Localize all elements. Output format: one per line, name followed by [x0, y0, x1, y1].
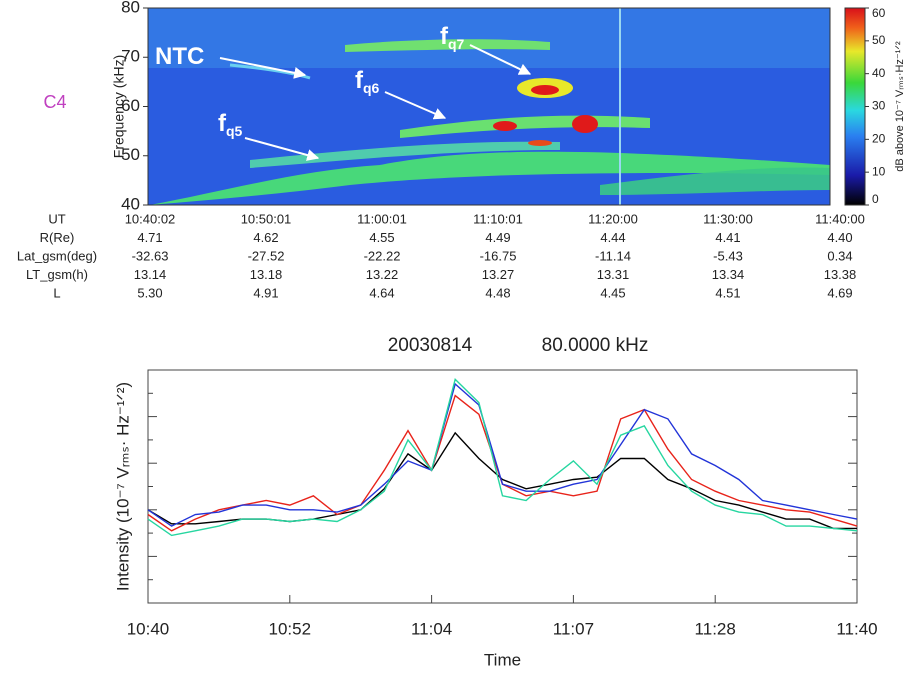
table-cell: 4.64 [369, 285, 394, 300]
table-cell: -22.22 [364, 248, 401, 263]
colorbar-tick-label: 60 [872, 6, 886, 20]
annotation: fq7 [440, 23, 465, 51]
colorbar-tick-label: 30 [872, 99, 886, 113]
annotation: fq6 [355, 67, 380, 95]
table-cell: 4.62 [253, 230, 278, 245]
table-cell: 11:20:00 [588, 211, 638, 226]
colorbar-label: dB above 10⁻⁷ Vᵣₘₛ·Hz⁻¹ᐟ² [894, 41, 906, 172]
table-cell: 4.41 [715, 230, 740, 245]
annotation-base: NTC [155, 43, 204, 70]
table-cell: 11:10:01 [473, 211, 523, 226]
table-row-label: UT [48, 211, 65, 226]
y-tick-label: 80 [121, 0, 140, 16]
annotation-sub: q5 [226, 123, 243, 139]
colorbar [844, 7, 866, 206]
table-cell: 13.22 [366, 267, 399, 282]
y-axis-label: Frequency (kHz) [111, 55, 127, 158]
table-cell: 4.49 [485, 230, 510, 245]
table-cell: -32.63 [132, 248, 169, 263]
colorbar-tick-label: 0 [872, 192, 879, 206]
table-cell: -11.14 [595, 248, 631, 263]
x-axis-label: Time [484, 650, 521, 669]
table-cell: 4.44 [600, 230, 625, 245]
x-tick-label: 11:07 [553, 619, 594, 638]
colorbar-tick-label: 10 [872, 164, 886, 178]
table-cell: 10:50:01 [241, 211, 292, 226]
table-row-label: R(Re) [40, 230, 75, 245]
colorbar-tick-label: 40 [872, 66, 886, 80]
table-cell: -16.75 [480, 248, 517, 263]
series-line [147, 382, 858, 527]
x-tick-label: 11:04 [411, 619, 452, 638]
table-row-label: Lat_gsm(deg) [17, 248, 97, 263]
annotation-base: f [218, 110, 227, 137]
y-tick-label: 50 [121, 145, 140, 164]
annotation-sub: q6 [363, 80, 380, 96]
table-cell: -5.43 [713, 248, 743, 263]
colorbar-tick-label: 20 [872, 132, 886, 146]
x-tick-label: 11:28 [695, 619, 736, 638]
annotation: fq5 [218, 110, 243, 138]
table-cell: 4.71 [137, 230, 162, 245]
series-line [147, 394, 858, 532]
table-cell: 11:00:01 [357, 211, 407, 226]
table-cell: 10:40:02 [125, 211, 176, 226]
x-tick-label: 10:52 [269, 619, 312, 638]
table-cell: 4.40 [827, 230, 852, 245]
chart-subtitle: 80.0000 kHz [542, 335, 649, 356]
table-row-label: L [53, 285, 60, 300]
chart-title: 20030814 [388, 335, 473, 356]
table-cell: 13.14 [134, 267, 167, 282]
table-cell: 4.91 [253, 285, 278, 300]
annotation-base: f [440, 23, 449, 50]
table-cell: 4.51 [715, 285, 740, 300]
table-cell: 0.34 [827, 248, 852, 263]
annotation-base: f [355, 67, 364, 94]
series-line [147, 377, 858, 537]
annotation-sub: q7 [448, 36, 465, 52]
table-cell: 13.18 [250, 267, 283, 282]
y-axis-label: Intensity (10⁻⁷ Vᵣₘₛ· Hz⁻¹ᐟ²) [113, 382, 132, 591]
table-cell: 4.48 [485, 285, 510, 300]
spectrogram-image [148, 8, 830, 205]
colorbar-tick-label: 50 [872, 33, 886, 47]
table-cell: 11:30:00 [703, 211, 753, 226]
table-cell: 13.38 [824, 267, 857, 282]
table-cell: 13.27 [482, 267, 515, 282]
y-tick-label: 60 [121, 96, 140, 115]
table-cell: 4.55 [369, 230, 394, 245]
table-cell: 13.34 [712, 267, 745, 282]
y-tick-label: 70 [121, 47, 140, 66]
table-cell: 5.30 [137, 285, 162, 300]
table-cell: 13.31 [597, 267, 630, 282]
annotation: NTC [155, 43, 204, 70]
series-line [147, 431, 857, 530]
table-cell: 4.69 [827, 285, 852, 300]
table-cell: 11:40:00 [815, 211, 865, 226]
table-cell: 4.45 [600, 285, 625, 300]
x-tick-label: 11:40 [836, 619, 877, 638]
plot-frame [147, 369, 858, 604]
x-tick-label: 10:40 [127, 619, 170, 638]
table-cell: -27.52 [248, 248, 285, 263]
y-tick-label: 40 [121, 194, 140, 213]
panel-label: C4 [43, 92, 66, 112]
table-row-label: LT_gsm(h) [26, 267, 88, 282]
